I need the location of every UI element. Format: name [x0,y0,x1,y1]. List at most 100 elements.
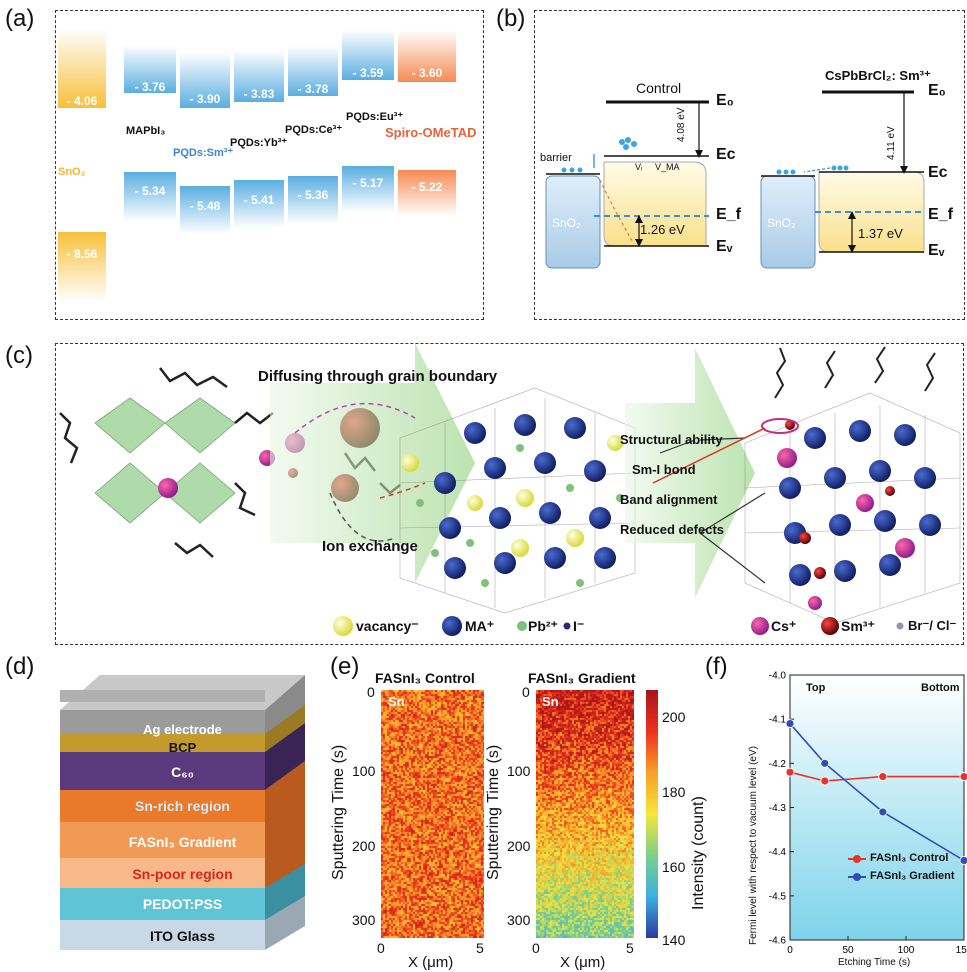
legend-gradient-label: FASnI₃ Gradient [870,870,955,882]
data-point [959,772,967,781]
sn-label-gradient: Sn [542,694,559,709]
ytick: 100 [507,763,531,779]
ev-label: Eᵥ [716,238,733,255]
annotation-bottom: Bottom [921,682,960,694]
y-tick-label: -4.5 [769,891,787,902]
ef-label-right: E_f [928,206,953,223]
sample-label: CsPbBrCl₂: Sm³⁺ [825,68,931,83]
ytick: 300 [352,912,376,928]
cbar-tick: 140 [662,932,686,948]
cbar-tick: 180 [662,784,686,800]
diffuse-label: Diffusing through grain boundary [258,368,498,385]
band-label-1: 1.26 eV [640,222,685,237]
sn-map-gradient [536,690,634,938]
legend-vacancy: vacancy⁻ [356,618,419,634]
level-label: - 3.83 [243,87,275,101]
x-tick-label: 150 [956,945,967,956]
legend-sm: Sm³⁺ [841,618,875,634]
level-label: - 5.17 [352,176,384,190]
series-line-0 [789,771,964,782]
y-tick-label: -4.2 [769,759,787,770]
yb-vb-bar [234,180,284,228]
material-label-ce: PQDs:Ce³⁺ [285,124,343,136]
structural-label: Structural ability [620,432,723,447]
sno2-vb-bar [58,232,106,302]
band-label-2: 1.37 eV [858,226,903,241]
legend-cs: Cs⁺ [771,618,797,634]
panel-label-c: (c) [5,342,33,369]
material-label-mapbi3: MAPbI₃ [126,125,166,137]
chart-xlabel: Etching Time (s) [838,957,911,968]
smi-label: Sm-I bond [632,462,696,477]
band-alignment-label: Band alignment [620,492,718,507]
material-label-sno2: SnO₂ [58,166,86,178]
vi-label: Vᵢ [635,162,643,172]
level-label: - 5.36 [297,188,329,202]
ytick: 0 [367,684,375,700]
level-label: - 5.41 [243,193,275,207]
xlabel-control: X (μm) [408,954,454,971]
ytick: 0 [522,684,530,700]
y-tick-label: -4.4 [769,847,787,858]
sm-cb-bar [180,52,230,108]
y-tick-label: -4.6 [769,936,787,947]
layer-sn-poor: Sn-poor region [132,866,233,882]
level-label: - 3.90 [189,92,221,106]
level-label: - 8.56 [66,247,98,261]
ytick: 200 [507,838,531,854]
data-point [820,776,830,786]
sno2-label-left: SnO₂ [552,216,581,230]
level-label: - 3.59 [352,66,384,80]
data-point [878,807,888,817]
y-tick-label: -4.1 [769,715,787,726]
x-tick-label: 0 [787,945,793,956]
fermi-level-chart: -4.0 -4.1 -4.2 -4.3 -4.4 -4.5 -4.60 50 100 150 [769,671,967,956]
level-label: - 3.60 [411,66,443,80]
panel-c-schematic [59,343,961,636]
panel-label-b: (b) [496,5,526,32]
map-title-control: FASnI₃ Control [375,670,475,686]
level-label: - 5.34 [134,184,166,198]
level-label: - 5.22 [411,180,443,194]
panel-a-frame [55,10,484,320]
eu-cb-bar [342,30,394,80]
level-label: - 4.06 [66,94,98,108]
ec-label: Eᴄ [716,146,736,163]
ec-label-right: Eᴄ [928,164,948,181]
ce-vb-bar [288,176,338,224]
xtick: 0 [532,940,540,956]
ytick: 200 [352,838,376,854]
layer-ito: ITO Glass [149,928,216,944]
sno2-cb-bar [58,28,106,108]
annotation-top: Top [806,682,826,694]
mapbi3-vb-bar [124,172,176,222]
legend-brcl: Br⁻/ Cl⁻ [908,618,957,633]
mapbi3-cb-bar [124,45,176,93]
material-label-sm: PQDs:Sm³⁺ [173,147,234,159]
colorbar [646,690,658,938]
material-label-eu: PQDs:Eu³⁺ [346,111,404,123]
ylabel-gradient: Sputtering Time (s) [485,744,502,880]
panel-label-e: (e) [330,653,360,680]
panel-b-band-diagram [545,90,925,269]
level-label: - 3.76 [134,80,166,94]
x-tick-label: 100 [898,945,915,956]
gap-label-2: 4.11 eV [886,126,897,160]
legend-gradient-marker [848,872,866,882]
layer-gradient: FASnI₃ Gradient [128,834,237,850]
sm-vb-bar [180,186,230,234]
legend-control-label: FASnI₃ Control [870,852,949,864]
layer-sn-rich: Sn-rich region [135,798,230,814]
control-label: Control [636,80,682,96]
panel-c-frame [55,343,964,645]
ion-exchange-label: Ion exchange [322,538,418,555]
xtick: 5 [626,940,634,956]
ytick: 100 [352,763,376,779]
legend-control-marker [848,854,866,864]
layer-c60: C₆₀ [171,764,194,780]
ef-label: E_f [716,206,741,223]
layer-bcp: BCP [168,740,197,755]
level-label: - 3.78 [297,82,329,96]
vma-label: V_MA [655,162,680,172]
barrier-label: barrier [540,152,572,164]
